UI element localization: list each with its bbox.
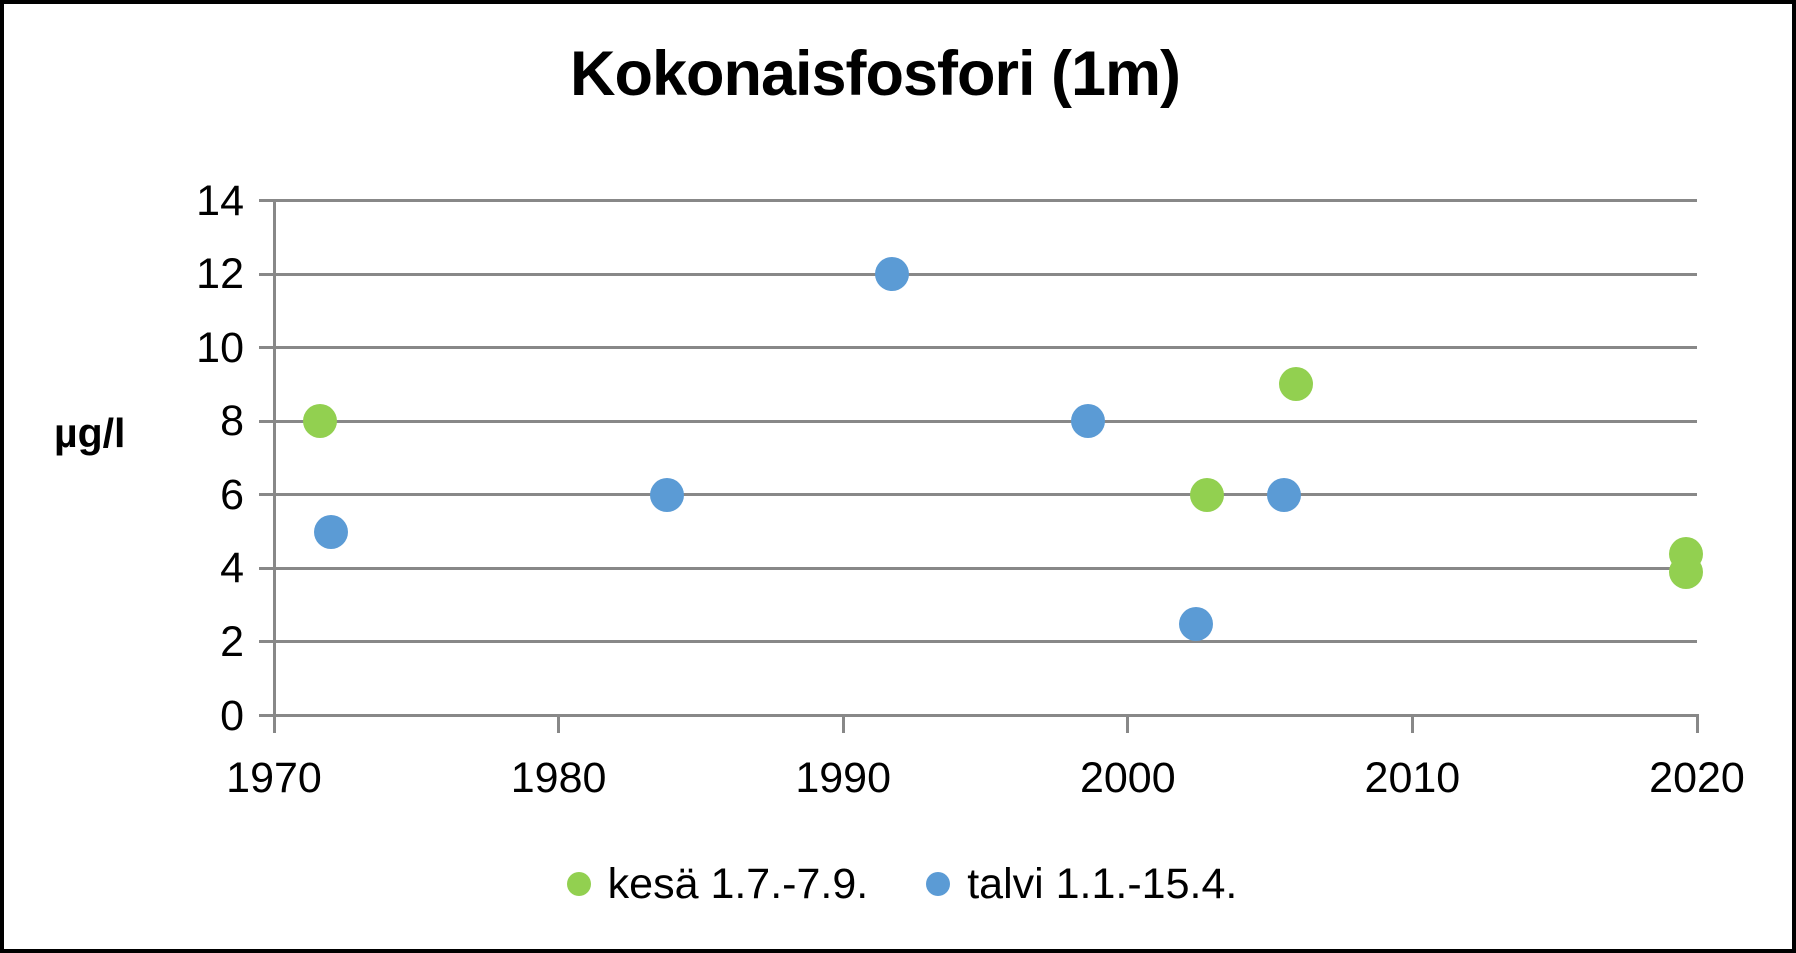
chart-title: Kokonaisfosfori (1m): [569, 39, 1181, 109]
legend-item: kesä 1.7.-7.9.: [566, 859, 869, 909]
gridline: [274, 272, 1697, 276]
plot-area: 0 2 4 6 8 10 12 14 1970 1980 1990 2000 2010 2020: [4, 4, 1792, 949]
x-tick-label: 2020: [1649, 754, 1745, 802]
x-tick-label: 1980: [510, 754, 607, 802]
data-point-series-2: [1070, 404, 1105, 439]
data-point-series-1: [302, 404, 337, 439]
legend-marker-icon: [926, 872, 951, 896]
y-tick-label: 14: [196, 176, 244, 225]
data-point-series-2: [313, 514, 348, 549]
y-tick-label: 6: [220, 470, 244, 519]
legend: kesä 1.7.-7.9. talvi 1.1.-15.4.: [4, 850, 1792, 918]
y-tick: [259, 566, 274, 570]
y-axis-label: µg/l: [54, 410, 126, 456]
gridline: [274, 493, 1697, 497]
x-tick: [1126, 714, 1130, 733]
legend-item: talvi 1.1.-15.4.: [926, 860, 1237, 909]
data-point-series-1: [1668, 555, 1703, 590]
x-tick: [557, 714, 561, 733]
x-tick: [841, 714, 845, 733]
y-axis-line: [272, 199, 276, 733]
data-point-series-1: [1190, 477, 1225, 512]
gridline: [274, 419, 1697, 423]
data-point-series-2: [1267, 477, 1302, 512]
x-tick: [1410, 714, 1414, 733]
y-tick: [259, 346, 274, 350]
y-tick-label: 0: [220, 691, 244, 740]
x-tick: [1695, 714, 1699, 733]
data-point-series-2: [1179, 606, 1214, 641]
y-tick: [259, 419, 274, 423]
x-axis-line: [259, 714, 1697, 717]
legend-marker-icon: [566, 872, 591, 896]
gridline: [274, 640, 1697, 644]
y-tick: [259, 640, 274, 644]
y-tick-label: 4: [220, 544, 244, 593]
data-point-series-1: [1278, 367, 1313, 402]
y-tick-label: 12: [196, 250, 244, 299]
x-tick-label: 1990: [795, 754, 892, 802]
gridline: [274, 346, 1697, 350]
legend-label: talvi 1.1.-15.4.: [967, 859, 1238, 908]
y-tick: [259, 199, 274, 202]
gridline: [274, 199, 1697, 202]
y-tick: [259, 272, 274, 276]
x-tick-label: 1970: [226, 754, 322, 802]
y-tick-label: 2: [220, 617, 244, 666]
data-point-series-2: [649, 477, 684, 512]
y-tick: [259, 493, 274, 497]
y-tick-label: 8: [220, 397, 244, 446]
x-tick-label: 2010: [1364, 754, 1461, 802]
gridline: [274, 566, 1697, 570]
x-tick-label: 2000: [1079, 754, 1176, 802]
data-point-series-2: [874, 257, 909, 292]
y-tick-label: 10: [196, 323, 244, 372]
legend-label: kesä 1.7.-7.9.: [607, 859, 869, 908]
